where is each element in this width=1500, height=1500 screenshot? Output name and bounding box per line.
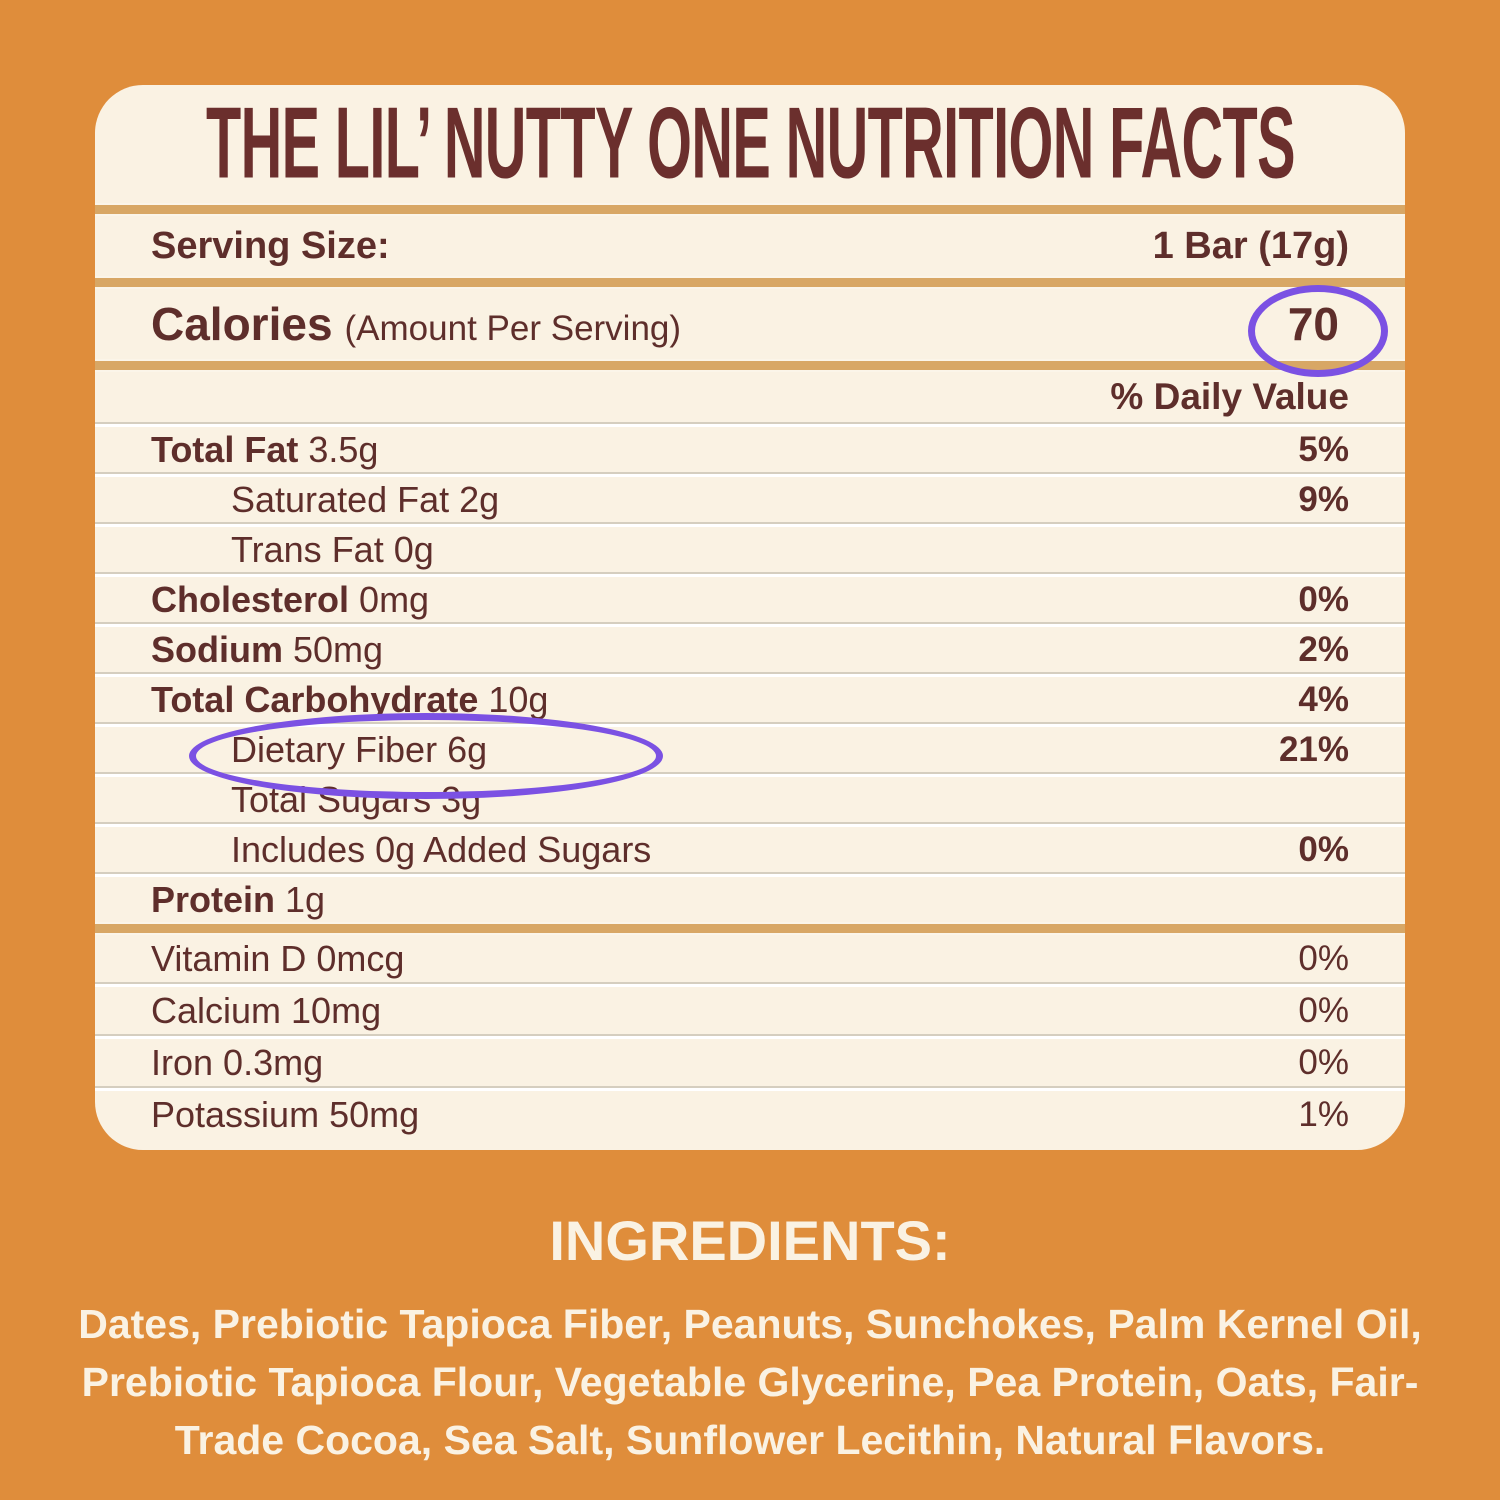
serving-size-row: Serving Size: 1 Bar (17g) — [95, 216, 1405, 276]
thin-divider — [95, 622, 1405, 627]
nutrient-row-added-sugars: Includes 0g Added Sugars 0% — [95, 827, 1405, 872]
nutrient-amount: 50mg — [293, 628, 384, 670]
nutrient-name: Potassium — [151, 1093, 320, 1135]
nutrient-amount: 50mg — [329, 1093, 420, 1135]
gold-divider — [95, 203, 1405, 216]
nutrient-amount: 0.3mg — [223, 1041, 324, 1083]
thin-divider — [95, 1086, 1405, 1091]
vitamin-row-potassium: Potassium 50mg 1% — [95, 1091, 1405, 1138]
nutrient-name: Calcium — [151, 989, 282, 1031]
nutrient-amount: 1g — [285, 878, 326, 920]
thin-divider — [95, 872, 1405, 877]
thin-divider — [95, 522, 1405, 527]
thin-divider — [95, 422, 1405, 427]
nutrient-row-protein: Protein 1g — [95, 877, 1405, 922]
calories-sublabel: (Amount Per Serving) — [344, 309, 682, 348]
daily-value: 0% — [1298, 829, 1349, 869]
nutrient-name: Iron — [151, 1041, 214, 1083]
calories-label: Calories — [151, 298, 333, 350]
nutrient-name: Vitamin D — [151, 937, 307, 979]
vitamin-row-iron: Iron 0.3mg 0% — [95, 1039, 1405, 1086]
daily-value: 4% — [1298, 679, 1349, 719]
panel-title-band: THE LIL’ NUTTY ONE NUTRITION FACTS — [95, 85, 1405, 203]
nutrient-amount: 3g — [441, 778, 482, 820]
thin-divider — [95, 722, 1405, 727]
nutrient-row-total-sugars: Total Sugars 3g — [95, 777, 1405, 822]
calories-row: Calories (Amount Per Serving) 70 — [95, 285, 1405, 377]
nutrient-amount: 0mcg — [316, 937, 405, 979]
nutrient-row-total-carbohydrate: Total Carbohydrate 10g 4% — [95, 677, 1405, 722]
daily-value: 0% — [1298, 579, 1349, 619]
nutrient-name: Saturated Fat — [231, 478, 450, 520]
calories-value-group: 70 — [1247, 285, 1388, 377]
nutrient-name: Trans Fat — [231, 528, 384, 570]
thin-divider — [95, 672, 1405, 677]
nutrient-name: Cholesterol — [151, 578, 350, 620]
ingredients-list: Dates, Prebiotic Tapioca Fiber, Peanuts,… — [78, 1301, 1422, 1464]
daily-value: 9% — [1298, 479, 1349, 519]
nutrient-name: Total Fat — [151, 428, 299, 470]
thin-divider — [95, 822, 1405, 827]
serving-size-label: Serving Size: — [151, 224, 390, 267]
nutrient-name: Total Carbohydrate — [151, 678, 479, 720]
gold-divider — [95, 276, 1405, 289]
nutrient-amount: 6g — [447, 728, 488, 770]
serving-size-value: 1 Bar (17g) — [1152, 224, 1349, 267]
daily-value: 21% — [1278, 729, 1349, 769]
daily-value: 0% — [1298, 990, 1349, 1030]
ingredients-section: INGREDIENTS: Dates, Prebiotic Tapioca Fi… — [0, 1208, 1500, 1470]
calories-label-group: Calories (Amount Per Serving) — [151, 297, 681, 351]
thin-divider — [95, 1034, 1405, 1039]
calories-value: 70 — [1287, 298, 1339, 350]
daily-value: 1% — [1298, 1094, 1349, 1134]
nutrient-amount: 10mg — [291, 989, 382, 1031]
daily-value-header: % Daily Value — [1110, 376, 1349, 417]
vitamin-row-calcium: Calcium 10mg 0% — [95, 987, 1405, 1034]
daily-value: 0% — [1298, 1042, 1349, 1082]
daily-value: 5% — [1298, 429, 1349, 469]
nutrient-name: Includes 0g Added Sugars — [231, 828, 652, 870]
daily-value: 2% — [1298, 629, 1349, 669]
nutrient-amount: 3.5g — [308, 428, 379, 470]
daily-value: 0% — [1298, 938, 1349, 978]
ingredients-heading: INGREDIENTS: — [549, 1209, 951, 1272]
vitamin-row-vitamin-d: Vitamin D 0mcg 0% — [95, 935, 1405, 982]
nutrient-row-cholesterol: Cholesterol 0mg 0% — [95, 577, 1405, 622]
nutrient-amount: 0g — [393, 528, 434, 570]
nutrient-amount: 0mg — [359, 578, 430, 620]
nutrient-row-saturated-fat: Saturated Fat 2g 9% — [95, 477, 1405, 522]
nutrient-amount: 10g — [488, 678, 549, 720]
gold-divider — [95, 922, 1405, 935]
panel-title: THE LIL’ NUTTY ONE NUTRITION FACTS — [205, 87, 1296, 200]
thin-divider — [95, 772, 1405, 777]
thin-divider — [95, 982, 1405, 987]
thin-divider — [95, 472, 1405, 477]
nutrient-name: Dietary Fiber — [231, 728, 438, 770]
nutrient-name: Total Sugars — [231, 778, 432, 820]
thin-divider — [95, 572, 1405, 577]
nutrient-amount: 2g — [459, 478, 500, 520]
nutrient-row-dietary-fiber: Dietary Fiber 6g 21% — [95, 712, 1405, 799]
nutrient-name: Sodium — [151, 628, 283, 670]
nutrient-row-sodium: Sodium 50mg 2% — [95, 627, 1405, 672]
daily-value-header-row: % Daily Value — [95, 372, 1405, 422]
nutrient-name: Protein — [151, 878, 276, 920]
gold-divider — [95, 359, 1405, 372]
nutrient-row-trans-fat: Trans Fat 0g — [95, 527, 1405, 572]
nutrient-row-total-fat: Total Fat 3.5g 5% — [95, 427, 1405, 472]
nutrition-facts-panel: THE LIL’ NUTTY ONE NUTRITION FACTS Servi… — [95, 85, 1405, 1150]
